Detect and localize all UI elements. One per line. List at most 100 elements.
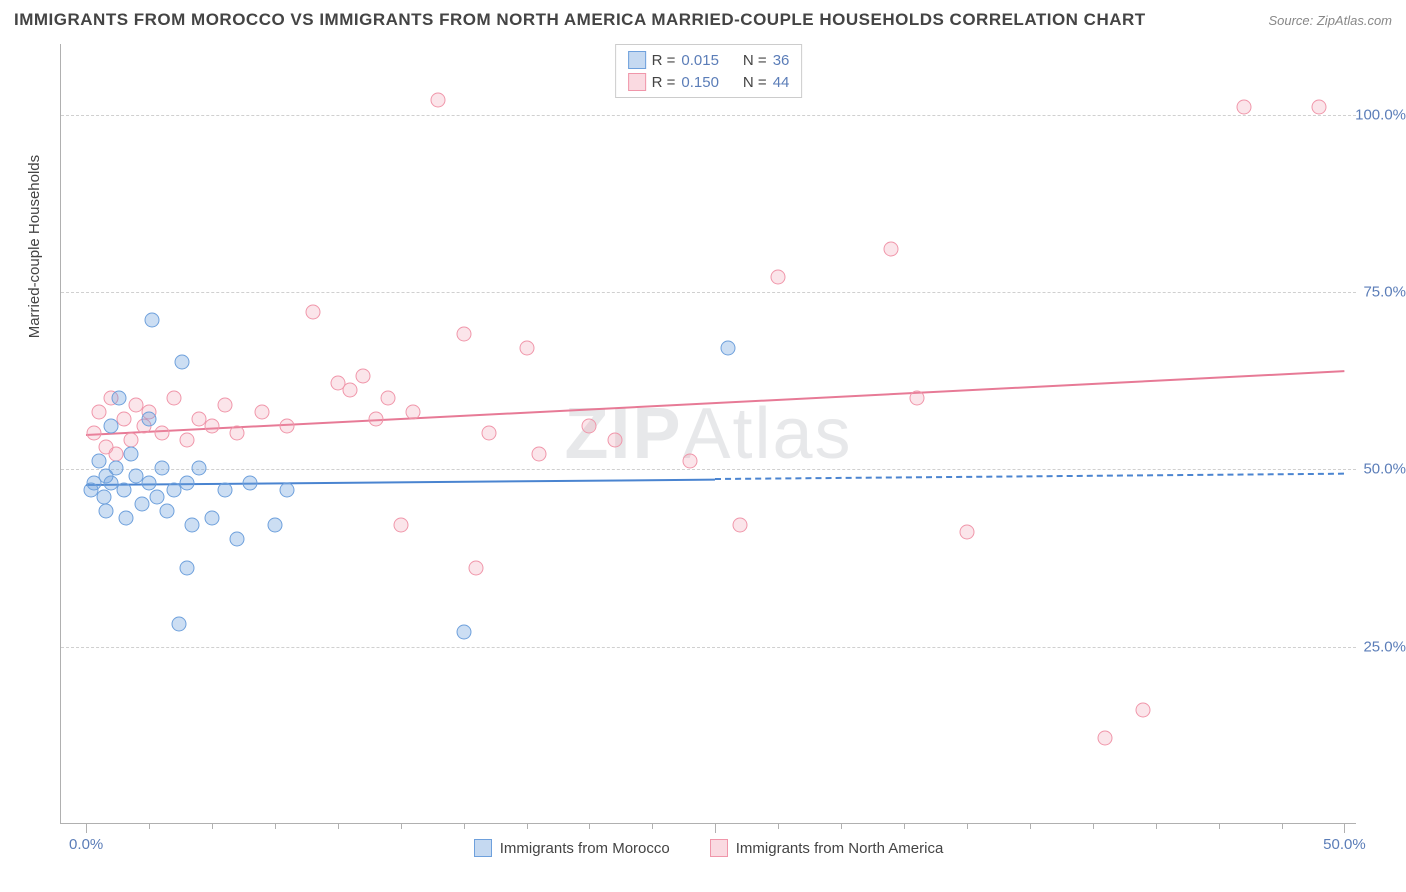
- n-label: N =: [743, 52, 767, 69]
- data-point: [96, 489, 111, 504]
- source-label: Source: ZipAtlas.com: [1268, 13, 1392, 28]
- data-point: [179, 433, 194, 448]
- x-tick-minor: [652, 823, 653, 829]
- data-point: [154, 461, 169, 476]
- data-point: [280, 418, 295, 433]
- data-point: [109, 461, 124, 476]
- data-point: [230, 426, 245, 441]
- y-tick-label: 25.0%: [1363, 638, 1406, 655]
- legend-swatch: [628, 73, 646, 91]
- data-point: [204, 418, 219, 433]
- data-point: [104, 418, 119, 433]
- data-point: [111, 390, 126, 405]
- legend-label: Immigrants from North America: [736, 840, 944, 857]
- x-tick-minor: [527, 823, 528, 829]
- data-point: [431, 92, 446, 107]
- data-point: [456, 624, 471, 639]
- x-tick-minor: [401, 823, 402, 829]
- data-point: [1098, 730, 1113, 745]
- y-tick-label: 50.0%: [1363, 461, 1406, 478]
- data-point: [124, 447, 139, 462]
- legend-correlation-box: R = 0.015N = 36R = 0.150N = 44: [615, 44, 803, 98]
- data-point: [884, 241, 899, 256]
- data-point: [167, 390, 182, 405]
- legend-series: Immigrants from Morocco Immigrants from N…: [61, 839, 1356, 857]
- data-point: [255, 404, 270, 419]
- data-point: [217, 482, 232, 497]
- x-tick-minor: [275, 823, 276, 829]
- data-point: [91, 454, 106, 469]
- data-point: [368, 411, 383, 426]
- legend-swatch: [710, 839, 728, 857]
- data-point: [481, 426, 496, 441]
- trend-line: [715, 473, 1344, 480]
- data-point: [305, 305, 320, 320]
- data-point: [119, 511, 134, 526]
- x-tick-minor: [967, 823, 968, 829]
- trend-line: [86, 370, 1344, 436]
- data-point: [217, 397, 232, 412]
- data-point: [142, 475, 157, 490]
- y-tick-label: 100.0%: [1355, 106, 1406, 123]
- x-tick-minor: [778, 823, 779, 829]
- x-tick-minor: [149, 823, 150, 829]
- data-point: [733, 518, 748, 533]
- r-value: 0.150: [681, 74, 719, 91]
- x-tick-minor: [338, 823, 339, 829]
- data-point: [683, 454, 698, 469]
- data-point: [142, 411, 157, 426]
- data-point: [1236, 99, 1251, 114]
- data-point: [607, 433, 622, 448]
- legend-stat-row: R = 0.015N = 36: [628, 49, 790, 71]
- data-point: [959, 525, 974, 540]
- data-point: [909, 390, 924, 405]
- data-point: [582, 418, 597, 433]
- legend-series-item: Immigrants from North America: [710, 839, 944, 857]
- scatter-plot-area: ZIPAtlas R = 0.015N = 36R = 0.150N = 44 …: [60, 44, 1356, 824]
- data-point: [1312, 99, 1327, 114]
- x-tick-minor: [212, 823, 213, 829]
- data-point: [184, 518, 199, 533]
- data-point: [1136, 702, 1151, 717]
- y-tick-label: 75.0%: [1363, 284, 1406, 301]
- data-point: [720, 340, 735, 355]
- data-point: [179, 475, 194, 490]
- data-point: [204, 511, 219, 526]
- x-tick-major: [86, 823, 87, 833]
- data-point: [280, 482, 295, 497]
- watermark: ZIPAtlas: [564, 393, 852, 475]
- data-point: [519, 340, 534, 355]
- data-point: [86, 426, 101, 441]
- data-point: [179, 560, 194, 575]
- data-point: [267, 518, 282, 533]
- x-tick-label: 50.0%: [1323, 836, 1366, 853]
- legend-series-item: Immigrants from Morocco: [474, 839, 670, 857]
- r-value: 0.015: [681, 52, 719, 69]
- data-point: [469, 560, 484, 575]
- x-tick-minor: [841, 823, 842, 829]
- chart-title: IMMIGRANTS FROM MOROCCO VS IMMIGRANTS FR…: [14, 10, 1146, 30]
- x-tick-label: 0.0%: [69, 836, 103, 853]
- gridline-h: [61, 647, 1356, 648]
- data-point: [144, 312, 159, 327]
- data-point: [771, 270, 786, 285]
- x-tick-minor: [1282, 823, 1283, 829]
- data-point: [393, 518, 408, 533]
- data-point: [91, 404, 106, 419]
- x-tick-minor: [589, 823, 590, 829]
- y-axis-title: Married-couple Households: [26, 155, 43, 338]
- x-tick-minor: [464, 823, 465, 829]
- data-point: [343, 383, 358, 398]
- x-tick-minor: [1093, 823, 1094, 829]
- data-point: [242, 475, 257, 490]
- x-tick-minor: [1156, 823, 1157, 829]
- r-label: R =: [652, 74, 676, 91]
- data-point: [116, 482, 131, 497]
- legend-swatch: [628, 51, 646, 69]
- data-point: [99, 504, 114, 519]
- data-point: [134, 496, 149, 511]
- x-tick-minor: [1030, 823, 1031, 829]
- data-point: [230, 532, 245, 547]
- n-value: 44: [773, 74, 790, 91]
- x-tick-major: [1344, 823, 1345, 833]
